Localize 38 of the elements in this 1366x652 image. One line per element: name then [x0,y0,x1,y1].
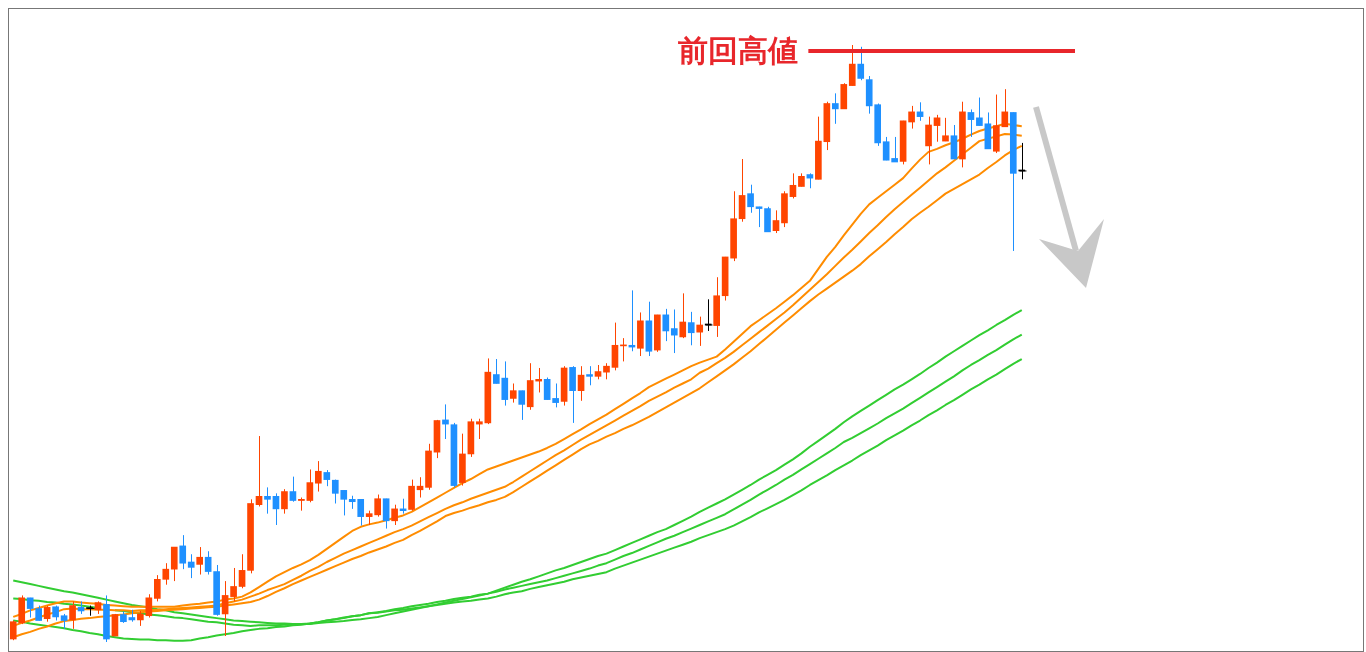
candlestick [281,488,288,515]
candlestick [323,469,331,487]
candlestick [552,383,559,408]
candlestick [637,311,644,357]
candlestick [408,479,415,512]
candlestick [196,546,204,576]
candlestick [781,190,788,228]
candlestick [509,383,517,404]
candlestick [213,564,220,617]
candlestick [764,206,771,233]
candlestick [120,611,127,624]
ref-line-label: 前回高値 [678,32,799,68]
candlestick [755,206,763,228]
candlestick [730,190,737,262]
candlestick [52,605,59,622]
candlestick [840,82,848,110]
candlestick [69,600,76,630]
candlestick [1009,111,1017,252]
candlestick [518,390,526,421]
candlestick [747,184,754,214]
candlestick [831,92,839,125]
candlestick [476,418,483,440]
candlestick [713,276,720,338]
candlestick [857,46,865,81]
candlestick [264,486,271,515]
candlestick [298,497,305,512]
candlestick [942,117,949,142]
candlestick [315,460,322,493]
candlestick [815,116,822,180]
candlestick [179,534,187,570]
candlestick [425,443,432,491]
candlestick [569,365,576,424]
candlestick [687,311,695,346]
candlestick [798,172,805,187]
candlestick [230,567,237,602]
candlestick [247,498,254,574]
candlestick [187,553,195,579]
candlestick [586,365,593,386]
